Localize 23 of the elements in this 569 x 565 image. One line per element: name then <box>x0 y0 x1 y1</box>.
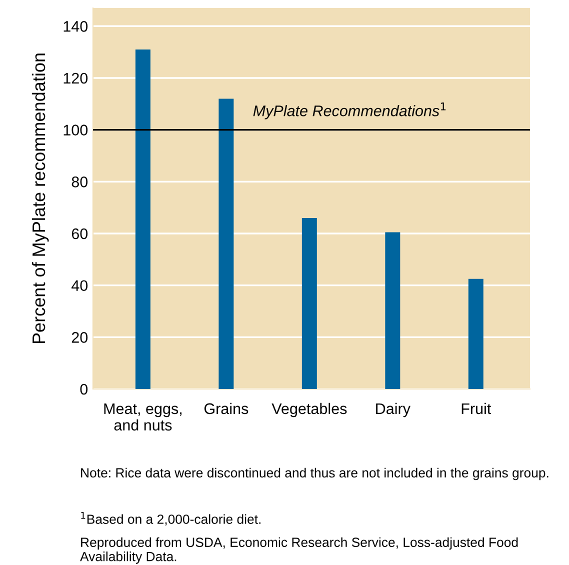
y-tick-label: 0 <box>80 384 88 395</box>
bar <box>135 49 150 389</box>
text: $^{1}$Based on a 2,000-calorie diet. <box>81 512 260 526</box>
text: Reproduced from USDA, Economic Research Service, Loss-adjusted Food Availability Data. <box>80 537 518 564</box>
y-tick-label: 140 <box>64 21 88 32</box>
ref-line-label: MyPlate Recommendations$^{1}$ <box>253 102 446 120</box>
x-tick-label: Vegetables <box>272 402 347 418</box>
bar <box>302 218 317 389</box>
y-tick-label: 100 <box>64 124 88 136</box>
y-tick-label: 80 <box>72 176 88 188</box>
text: Note: Rice data were discontinued and thus are not included in the grains group. <box>81 468 548 480</box>
y-axis-title: Percent of MyPlate recommendation <box>32 54 49 344</box>
y-tick-label: 60 <box>72 228 88 240</box>
x-tick-label: Meat, eggs, and nuts <box>104 403 182 431</box>
x-tick-label: Dairy <box>376 402 410 418</box>
y-tick-label: 40 <box>72 280 88 292</box>
y-tick-label: 20 <box>72 332 88 343</box>
bar <box>468 278 484 389</box>
bar <box>218 98 234 389</box>
bar <box>385 232 400 389</box>
x-tick-label: Fruit <box>462 402 492 414</box>
x-tick-label: Grains <box>204 402 248 414</box>
y-tick-label: 120 <box>64 72 88 84</box>
